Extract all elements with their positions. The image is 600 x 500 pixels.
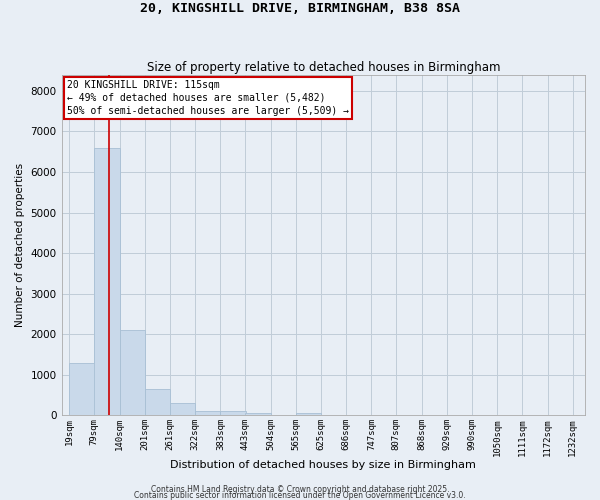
Text: 20, KINGSHILL DRIVE, BIRMINGHAM, B38 8SA: 20, KINGSHILL DRIVE, BIRMINGHAM, B38 8SA — [140, 2, 460, 16]
Bar — [296, 412, 321, 416]
Text: 20 KINGSHILL DRIVE: 115sqm
← 49% of detached houses are smaller (5,482)
50% of s: 20 KINGSHILL DRIVE: 115sqm ← 49% of deta… — [67, 80, 349, 116]
Y-axis label: Number of detached properties: Number of detached properties — [15, 163, 25, 327]
Bar — [170, 404, 195, 415]
Bar — [220, 412, 246, 416]
Bar — [195, 410, 220, 416]
Title: Size of property relative to detached houses in Birmingham: Size of property relative to detached ho… — [146, 60, 500, 74]
Bar — [145, 389, 170, 415]
Bar — [119, 330, 145, 416]
X-axis label: Distribution of detached houses by size in Birmingham: Distribution of detached houses by size … — [170, 460, 476, 470]
Text: Contains HM Land Registry data © Crown copyright and database right 2025.: Contains HM Land Registry data © Crown c… — [151, 485, 449, 494]
Bar — [94, 148, 119, 416]
Bar — [70, 362, 95, 416]
Bar — [245, 412, 271, 416]
Text: Contains public sector information licensed under the Open Government Licence v3: Contains public sector information licen… — [134, 491, 466, 500]
